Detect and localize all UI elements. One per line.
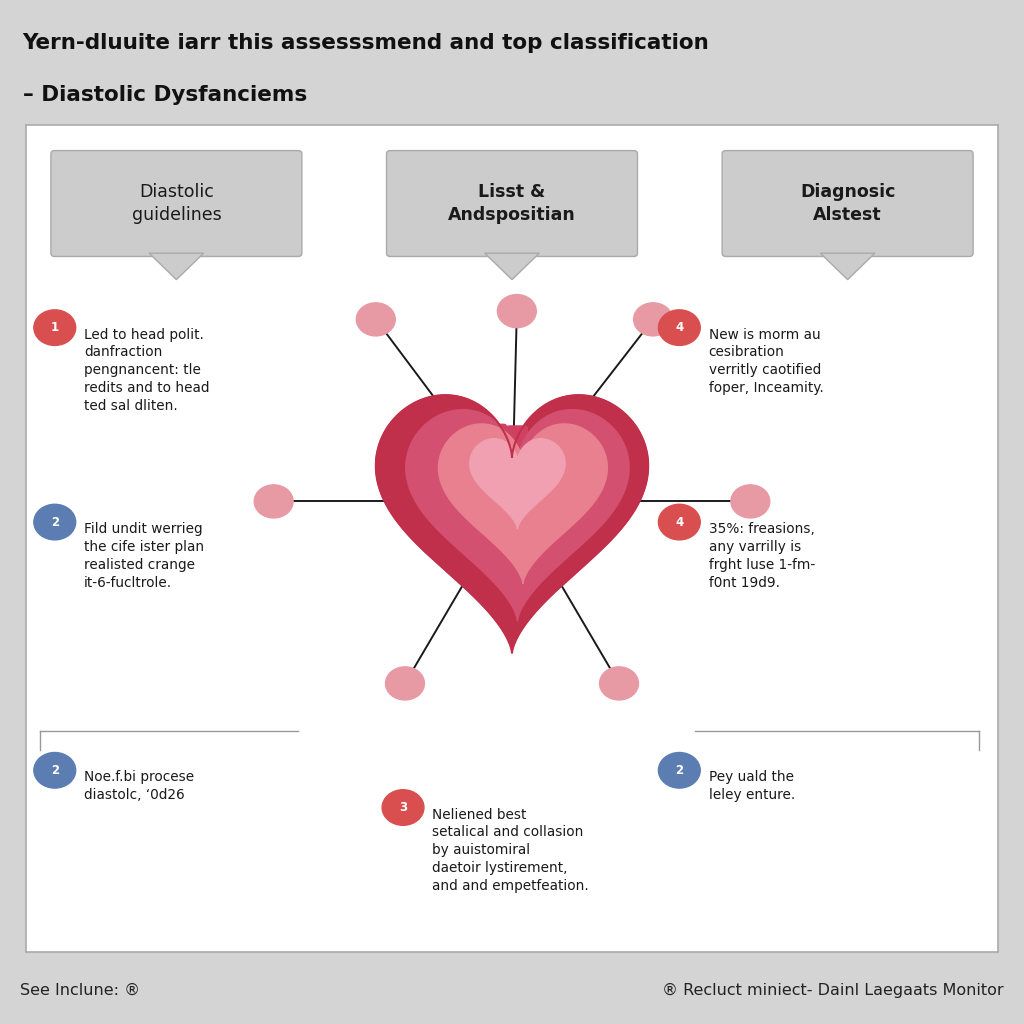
Text: 2: 2 xyxy=(51,515,58,528)
Text: Noe.f.bi procese
diastolc, ‘0d26: Noe.f.bi procese diastolc, ‘0d26 xyxy=(84,770,195,802)
Text: Pey uald the
leley enture.: Pey uald the leley enture. xyxy=(709,770,795,802)
Circle shape xyxy=(34,504,76,540)
Text: Led to head polit.
danfraction
pengnancent: tle
redits and to head
ted sal dlite: Led to head polit. danfraction pengnance… xyxy=(84,328,210,413)
Circle shape xyxy=(254,484,293,518)
Polygon shape xyxy=(438,424,607,584)
Circle shape xyxy=(34,310,76,345)
Text: 2: 2 xyxy=(675,764,683,777)
Circle shape xyxy=(34,753,76,788)
Text: Neliened best
setalical and collasion
by auistomiral
daetoir lystirement,
and an: Neliened best setalical and collasion by… xyxy=(432,808,589,893)
Text: 3: 3 xyxy=(399,801,408,814)
Polygon shape xyxy=(820,253,874,280)
Text: Diastolic
guidelines: Diastolic guidelines xyxy=(131,183,221,224)
Text: – Diastolic Dysfanciems: – Diastolic Dysfanciems xyxy=(23,85,307,104)
Polygon shape xyxy=(376,395,648,653)
Text: Yern-dluuite iarr this assesssmend and top classification: Yern-dluuite iarr this assesssmend and t… xyxy=(23,33,710,53)
Circle shape xyxy=(658,310,700,345)
Circle shape xyxy=(634,303,673,336)
Text: New is morm au
cesibration
verritly caotified
foper, Inceamity.: New is morm au cesibration verritly caot… xyxy=(709,328,823,395)
Text: Lisst &
Andspositian: Lisst & Andspositian xyxy=(449,183,575,224)
Text: ® Recluct miniect- Dainl Laegaats Monitor: ® Recluct miniect- Dainl Laegaats Monito… xyxy=(662,983,1004,998)
Circle shape xyxy=(658,753,700,788)
Circle shape xyxy=(382,790,424,825)
Circle shape xyxy=(731,484,770,518)
FancyBboxPatch shape xyxy=(386,151,638,256)
Circle shape xyxy=(385,667,425,700)
Text: 4: 4 xyxy=(675,515,683,528)
Text: Fild undit werrieg
the cife ister plan
realisted crange
it-6-fucltrole.: Fild undit werrieg the cife ister plan r… xyxy=(84,522,204,590)
Circle shape xyxy=(356,303,395,336)
Polygon shape xyxy=(470,438,565,529)
Text: See Inclune: ®: See Inclune: ® xyxy=(20,983,140,998)
FancyBboxPatch shape xyxy=(482,424,507,459)
Circle shape xyxy=(498,295,537,328)
Circle shape xyxy=(600,667,639,700)
FancyBboxPatch shape xyxy=(506,425,528,455)
Text: 4: 4 xyxy=(675,322,683,334)
Circle shape xyxy=(658,504,700,540)
Text: 2: 2 xyxy=(51,764,58,777)
FancyBboxPatch shape xyxy=(722,151,973,256)
Polygon shape xyxy=(484,253,540,280)
Text: 1: 1 xyxy=(51,322,58,334)
FancyBboxPatch shape xyxy=(51,151,302,256)
Text: Diagnosic
Alstest: Diagnosic Alstest xyxy=(800,183,895,224)
Polygon shape xyxy=(150,253,204,280)
Text: 35%: freasions,
any varrilly is
frght luse 1-fm-
f0nt 19d9.: 35%: freasions, any varrilly is frght lu… xyxy=(709,522,815,590)
Polygon shape xyxy=(406,410,629,621)
